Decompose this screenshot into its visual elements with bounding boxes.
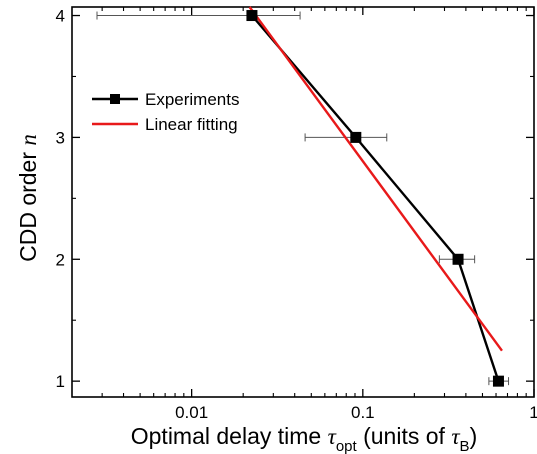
plot-frame — [71, 6, 535, 398]
legend: Experiments Linear fitting — [92, 90, 239, 134]
y-tick-label: 1 — [56, 372, 65, 391]
legend-experiments-marker — [110, 94, 120, 104]
experiments-point — [492, 375, 504, 387]
y-tick-label: 4 — [56, 7, 65, 26]
x-tick-label: 0.1 — [351, 403, 375, 422]
axes: 0.01 0.1 1 1 2 3 4 — [56, 6, 537, 422]
y-tick-label: 2 — [56, 250, 65, 269]
experiments-point — [246, 10, 258, 22]
experiments-line — [251, 14, 500, 382]
linear-fitting-line — [248, 6, 503, 352]
x-axis-title: Optimal delay time τopt (units of τB) — [131, 423, 477, 454]
legend-linear-fitting-label: Linear fitting — [145, 115, 238, 134]
x-tick-label: 1 — [529, 403, 537, 422]
plot-area — [96, 6, 510, 387]
y-axis-title: CDD order n — [15, 134, 41, 262]
x-tick-label: 0.01 — [175, 403, 208, 422]
legend-experiments-label: Experiments — [145, 90, 239, 109]
y-tick-label: 3 — [56, 128, 65, 147]
experiments-point — [452, 253, 464, 265]
experiments-point — [350, 131, 362, 143]
